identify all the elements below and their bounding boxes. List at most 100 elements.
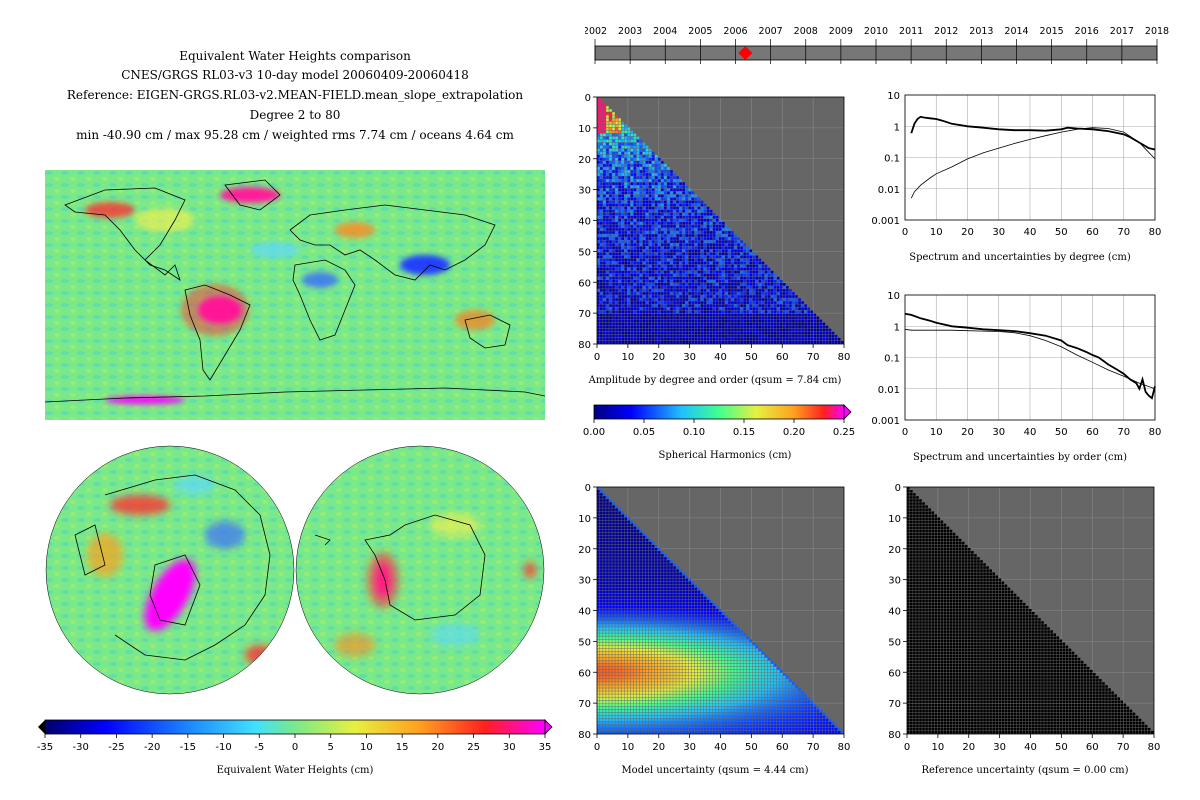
heatmap-cell: [679, 593, 682, 597]
heatmap-cell: [609, 581, 612, 585]
heatmap-cell: [661, 645, 664, 649]
heatmap-cell: [606, 255, 609, 259]
heatmap-cell: [685, 209, 689, 213]
heatmap-cell: [612, 566, 615, 569]
heatmap-cell: [700, 264, 704, 268]
heatmap-cell: [746, 273, 750, 277]
heatmap-cell: [685, 252, 689, 256]
heatmap-cell: [749, 286, 753, 289]
heatmap-cell: [606, 605, 609, 609]
heatmap-cell: [679, 584, 682, 588]
heatmap-cell: [630, 249, 634, 253]
heatmap-cell: [636, 328, 640, 332]
heatmap-cell: [743, 249, 746, 253]
heatmap-cell: [676, 261, 679, 265]
timeline-marker[interactable]: [738, 46, 753, 60]
heatmap-cell: [667, 185, 670, 189]
heatmap-cell: [718, 243, 722, 246]
heatmap-cell: [645, 538, 649, 542]
heatmap-cell: [697, 286, 701, 289]
heatmap-cell: [706, 627, 710, 630]
heatmap-cell: [709, 243, 713, 246]
heatmap-cell: [703, 215, 707, 219]
heatmap-cell: [636, 255, 640, 259]
heatmap-cell: [654, 639, 658, 643]
heatmap-cell: [728, 636, 731, 640]
heatmap-cell: [700, 234, 704, 237]
heatmap-cell: [700, 286, 704, 289]
heatmap-cell: [810, 316, 814, 320]
heatmap-cell: [664, 298, 667, 301]
heatmap-cell: [761, 279, 765, 283]
heatmap-cell: [597, 301, 600, 304]
heatmap-cell: [615, 145, 618, 149]
heatmap-cell: [715, 316, 719, 320]
heatmap-cell: [664, 642, 667, 646]
heatmap-cell: [722, 328, 725, 332]
heatmap-cell: [600, 584, 603, 588]
heatmap-cell: [615, 322, 618, 326]
heatmap-cell: [667, 225, 670, 228]
heatmap-cell: [621, 557, 624, 560]
heatmap-cell: [752, 292, 756, 295]
heatmap-cell: [621, 258, 624, 262]
heatmap-cell: [636, 194, 640, 198]
heatmap-cell: [682, 596, 685, 600]
heatmap-cell: [807, 322, 810, 326]
heatmap-cell: [651, 170, 655, 173]
heatmap-cell: [615, 289, 618, 292]
heatmap-cell: [618, 225, 621, 228]
heatmap-cell: [645, 578, 649, 582]
heatmap-cell: [657, 554, 661, 557]
heatmap-cell: [600, 161, 603, 164]
heatmap-cell: [639, 200, 643, 204]
heatmap-cell: [639, 170, 643, 173]
heatmap-cell: [636, 337, 640, 341]
heatmap-cell: [615, 587, 618, 591]
heatmap-cell: [703, 310, 707, 314]
heatmap-cell: [642, 203, 646, 207]
heatmap-cell: [764, 292, 768, 295]
heatmap-cell: [792, 295, 795, 298]
heatmap-cell: [755, 316, 759, 320]
heatmap-cell: [667, 313, 670, 317]
heatmap-cell: [749, 319, 753, 323]
heatmap-cell: [618, 252, 621, 256]
heatmap-cell: [630, 310, 634, 314]
heatmap-cell: [648, 557, 652, 560]
heatmap-cell: [764, 298, 768, 301]
heatmap-cell: [718, 645, 722, 649]
heatmap-cell: [700, 279, 704, 283]
timeline[interactable]: 2002 2003 2004 2005 2006 2007 2008 2009 2010 2011…: [583, 18, 1170, 68]
ewh-tick-label: -5: [254, 742, 264, 753]
heatmap-cell: [636, 164, 640, 167]
heatmap-cell: [597, 243, 600, 246]
heatmap-cell: [651, 154, 655, 158]
heatmap-cell: [603, 301, 606, 304]
heatmap-cell: [679, 295, 682, 298]
heatmap-cell: [712, 340, 716, 344]
heatmap-cell: [603, 511, 606, 514]
heatmap-cell: [767, 301, 771, 304]
heatmap-cell: [627, 218, 631, 222]
heatmap-cell: [609, 167, 612, 170]
heatmap-cell: [603, 179, 606, 182]
heatmap-cell: [612, 316, 615, 320]
heatmap-cell: [639, 279, 643, 283]
heatmap-cell: [609, 523, 612, 527]
heatmap-cell: [722, 240, 725, 243]
heatmap-cell: [615, 642, 618, 646]
heatmap-cell: [636, 209, 640, 213]
heatmap-cell: [779, 279, 783, 283]
heatmap-cell: [679, 240, 682, 243]
heatmap-cell: [697, 231, 701, 234]
heatmap-cell: [795, 316, 798, 320]
heatmap-cell: [654, 255, 658, 259]
heatmap-cell: [615, 286, 618, 289]
heatmap-cell: [636, 304, 640, 307]
heatmap-cell: [648, 334, 652, 338]
heatmap-cell: [657, 587, 661, 591]
heatmap-cell: [664, 243, 667, 246]
heatmap-cell: [664, 197, 667, 201]
heatmap-cell: [606, 593, 609, 597]
